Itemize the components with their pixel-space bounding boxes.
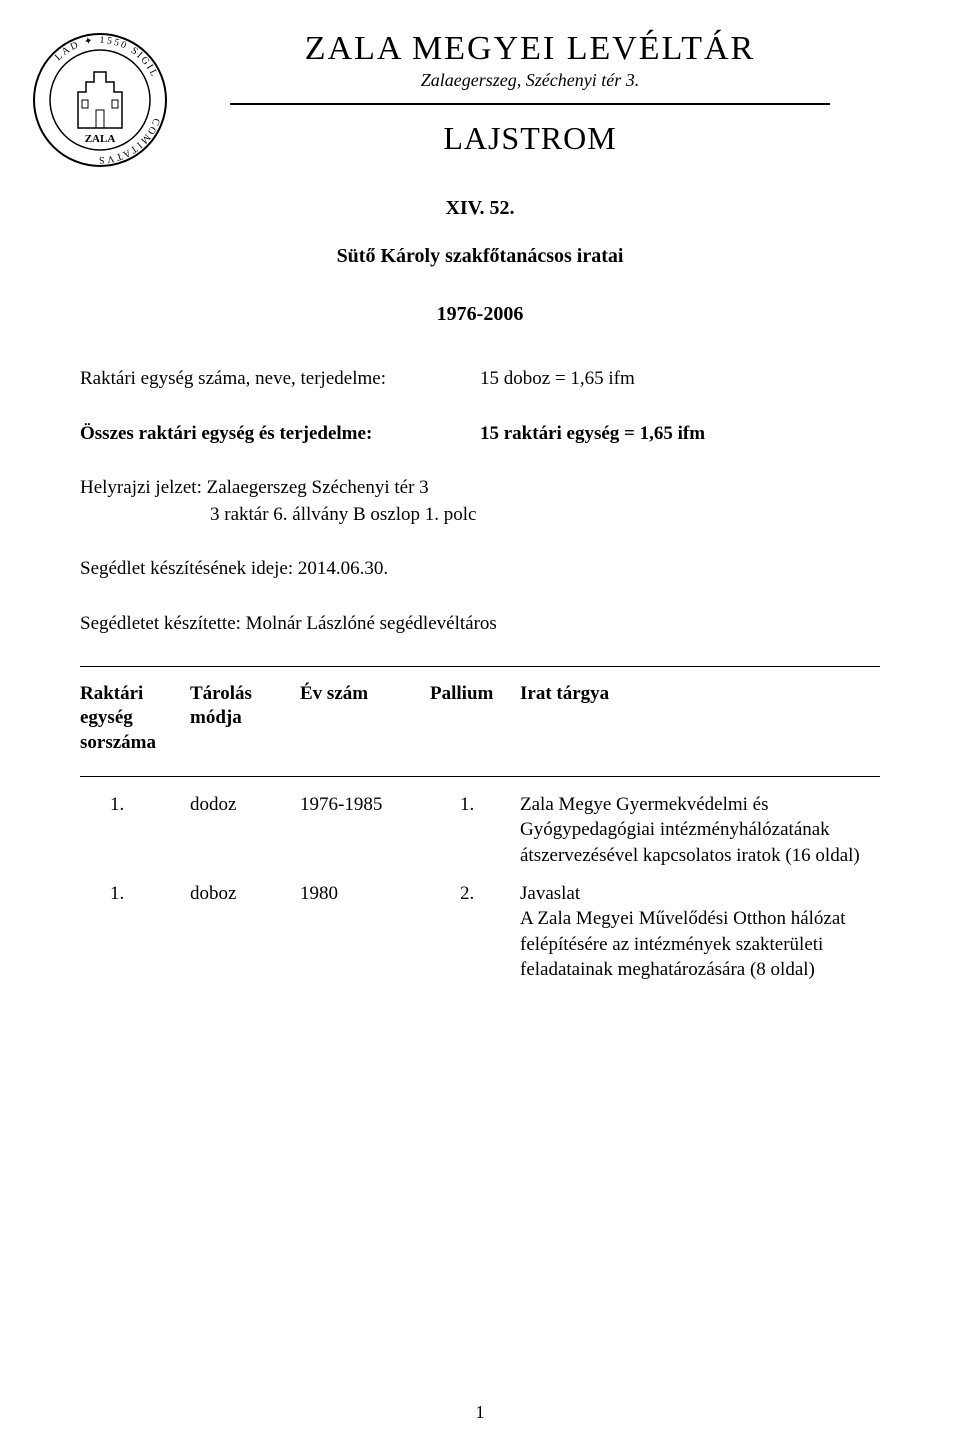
organization-subtitle: Zalaegerszeg, Széchenyi tér 3.	[180, 70, 880, 91]
header-col-4: Pallium	[430, 682, 520, 756]
row-pallium: 2.	[430, 881, 520, 907]
table-row: 1.dodoz1976-19851.Zala Megye Gyermekvéde…	[80, 792, 880, 869]
table-row: 1.doboz19802.Javaslat A Zala Megyei Műve…	[80, 881, 880, 984]
page-number: 1	[476, 1402, 485, 1423]
aid-date: Segédlet készítésének ideje: 2014.06.30.	[80, 556, 880, 583]
document-number: XIV. 52.	[80, 197, 880, 220]
row-num: 1.	[80, 792, 190, 818]
table-body: 1.dodoz1976-19851.Zala Megye Gyermekvéde…	[80, 792, 880, 983]
organization-name: ZALA MEGYEI LEVÉLTÁR	[180, 30, 880, 68]
total-info-row: Összes raktári egység és terjedelme: 15 …	[80, 421, 880, 448]
row-year: 1980	[300, 881, 430, 907]
row-pallium: 1.	[430, 792, 520, 818]
row-subject: Javaslat A Zala Megyei Művelődési Otthon…	[520, 881, 880, 984]
aid-author: Segédletet készítette: Molnár Lászlóné s…	[80, 611, 880, 638]
header-col-5: Irat tárgya	[520, 682, 880, 756]
header-col-2: Tárolás módja	[190, 682, 300, 756]
row-num: 1.	[80, 881, 190, 907]
total-label: Összes raktári egység és terjedelme:	[80, 421, 480, 448]
document-title: LAJSTROM	[180, 120, 880, 157]
table-separator-top	[80, 666, 880, 667]
header-col-1: Raktári egység sorszáma	[80, 682, 190, 756]
document-subject: Sütő Károly szakfőtanácsos iratai	[80, 245, 880, 268]
row-storage: doboz	[190, 881, 300, 907]
header-rule	[230, 103, 830, 105]
unit-info-row: Raktári egység száma, neve, terjedelme: …	[80, 366, 880, 393]
total-value: 15 raktári egység = 1,65 ifm	[480, 421, 880, 448]
row-storage: dodoz	[190, 792, 300, 818]
location-line-1: Helyrajzi jelzet: Zalaegerszeg Széchenyi…	[80, 475, 880, 502]
row-year: 1976-1985	[300, 792, 430, 818]
unit-value: 15 doboz = 1,65 ifm	[480, 366, 880, 393]
row-subject: Zala Megye Gyermekvédelmi és Gyógypedagó…	[520, 792, 880, 869]
location-block: Helyrajzi jelzet: Zalaegerszeg Széchenyi…	[80, 475, 880, 528]
location-line-2: 3 raktár 6. állvány B oszlop 1. polc	[210, 502, 880, 529]
seal-icon: LAD ✦ 1550 SIGIL COMITATVS ZALA	[30, 30, 170, 170]
table-header: Raktári egység sorszáma Tárolás módja Év…	[80, 682, 880, 756]
date-range: 1976-2006	[80, 303, 880, 326]
unit-label: Raktári egység száma, neve, terjedelme:	[80, 366, 480, 393]
header-text-block: ZALA MEGYEI LEVÉLTÁR Zalaegerszeg, Széch…	[180, 30, 880, 157]
svg-text:ZALA: ZALA	[85, 133, 116, 145]
header-col-3: Év szám	[300, 682, 430, 756]
table-separator-bottom	[80, 776, 880, 777]
document-header: LAD ✦ 1550 SIGIL COMITATVS ZALA ZALA MEG…	[80, 30, 880, 157]
